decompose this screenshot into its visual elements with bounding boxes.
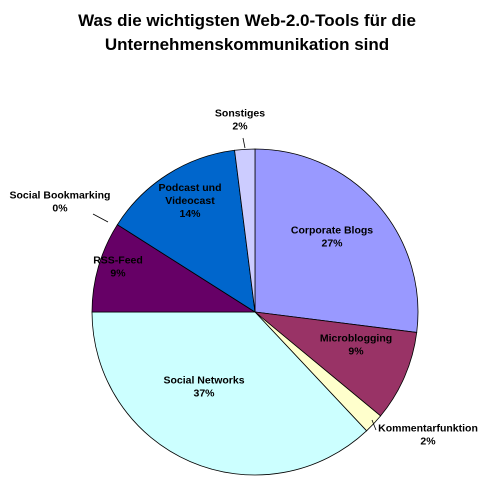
slice-value-social-networks: 37% xyxy=(193,388,215,400)
leader-line-kommentarfunktion xyxy=(371,419,377,431)
pie-slice-social-networks xyxy=(91,311,368,476)
slice-label-social-networks: Social Networks xyxy=(163,375,244,387)
slice-value-podcast-und-videocast: 14% xyxy=(179,208,201,220)
slice-value-kommentarfunktion: 2% xyxy=(420,436,436,448)
slice-label-rss-feed: RSS-Feed xyxy=(93,255,143,267)
leader-lines xyxy=(92,137,377,431)
leader-line-social-bookmarking xyxy=(92,213,109,223)
slice-label-sonstiges: Sonstiges xyxy=(215,108,265,120)
slice-value-corporate-blogs: 27% xyxy=(321,238,343,250)
pie-slice-microblogging xyxy=(253,311,418,417)
slice-label-podcast-und-videocast: Podcast und Videocast xyxy=(158,182,221,207)
slice-label-social-bookmarking: Social Bookmarking xyxy=(10,190,111,202)
pie-slice-podcast-und-videocast xyxy=(116,149,256,313)
leader-line-sonstiges xyxy=(242,137,246,149)
slice-label-kommentarfunktion: Kommentarfunktion xyxy=(378,423,478,435)
pie-slice-rss-feed xyxy=(91,224,257,313)
pie-slice-sonstiges xyxy=(234,148,256,313)
slice-label-corporate-blogs: Corporate Blogs xyxy=(291,225,373,237)
slice-label-microblogging: Microblogging xyxy=(320,333,392,345)
slice-value-rss-feed: 9% xyxy=(110,268,126,280)
pie-slices xyxy=(91,148,419,476)
chart-title-line-1: Was die wichtigsten Web-2.0-Tools für di… xyxy=(78,11,416,30)
pie-slice-corporate-blogs xyxy=(254,148,419,333)
slice-labels: Corporate Blogs27%Microblogging9%Komment… xyxy=(10,108,478,448)
slice-value-social-bookmarking: 0% xyxy=(52,203,68,215)
slice-value-sonstiges: 2% xyxy=(232,121,248,133)
chart-title-line-2: Unternehmenskommunikation sind xyxy=(105,35,389,54)
slice-value-microblogging: 9% xyxy=(348,346,364,358)
